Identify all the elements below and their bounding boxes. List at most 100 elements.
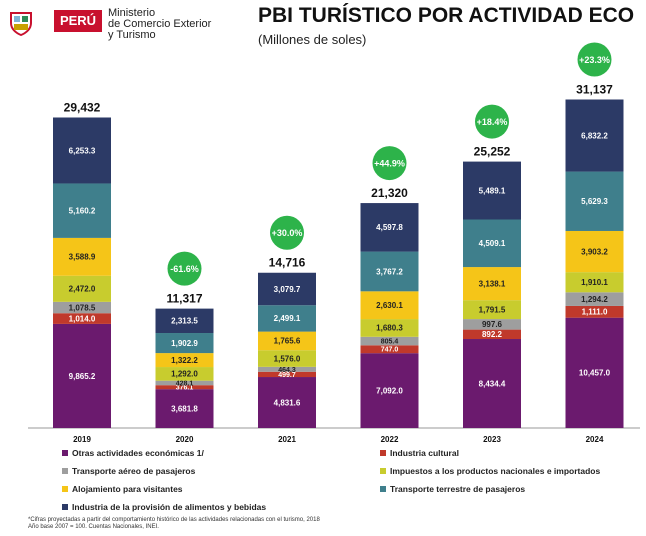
data-label-2023-2: 997.6: [482, 320, 503, 329]
growth-label-2024: +23.3%: [579, 55, 610, 65]
data-label-2024-1: 1,111.0: [582, 308, 608, 317]
data-label-2022-0: 7,092.0: [376, 386, 403, 395]
data-label-2022-6: 4,597.8: [376, 223, 403, 232]
growth-label-2021: +30.0%: [272, 228, 303, 238]
legend-swatch-1: [380, 450, 386, 456]
data-label-2022-3: 1,680.3: [376, 324, 403, 333]
bar-segment-2024-1: [565, 305, 624, 318]
legend-label-6: Industria de la provisión de alimentos y…: [72, 502, 267, 512]
legend-label-4: Alojamiento para visitantes: [72, 484, 183, 494]
data-label-2022-2: 805.4: [381, 339, 399, 346]
data-label-2019-0: 9,865.2: [69, 372, 96, 381]
chart-subtitle: (Millones de soles): [258, 32, 367, 47]
x-tick-label-2023: 2023: [483, 435, 501, 444]
x-tick-label-2021: 2021: [278, 435, 296, 444]
stacked-bar-chart: 9,865.2 1,014.0 1,078.5 2,472.0 3,588.9 5,160…: [28, 42, 640, 444]
data-label-2023-4: 3,138.1: [479, 279, 506, 288]
bar-segment-2020-2: [155, 380, 214, 386]
legend-swatch-3: [380, 468, 386, 474]
data-label-2022-5: 3,767.2: [376, 267, 403, 276]
data-label-2021-2: 464.3: [278, 367, 296, 374]
bar-segment-2023-0: [463, 339, 521, 428]
growth-label-2023: +18.4%: [477, 117, 508, 127]
data-label-2020-0: 3,681.8: [171, 404, 198, 413]
bar-segment-2022-4: [360, 291, 419, 320]
footnote: *Cifras proyectadas a partir del comport…: [28, 517, 428, 531]
bar-segment-2023-1: [463, 329, 521, 340]
data-label-2019-5: 5,160.2: [69, 206, 96, 215]
footnote-line-1: *Cifras proyectadas a partir del comport…: [28, 517, 320, 523]
data-label-2024-6: 6,832.2: [581, 131, 608, 140]
bar-segment-2022-1: [360, 345, 419, 354]
legend-item-1: Industria cultural: [380, 448, 459, 458]
data-label-2024-4: 3,903.2: [581, 247, 608, 256]
growth-badge-2024: [577, 42, 612, 77]
total-label-2021: 14,716: [269, 256, 306, 270]
data-label-2020-4: 1,322.2: [171, 356, 198, 365]
legend-swatch-4: [62, 486, 68, 492]
ministry-line-3: y Turismo: [108, 29, 156, 41]
total-label-2024: 31,137: [576, 83, 613, 97]
ministry-line-2: de Comercio Exterior: [108, 18, 212, 30]
data-label-2022-1: 747.0: [381, 347, 399, 354]
bar-segment-2019-4: [53, 237, 111, 276]
legend-swatch-6: [62, 504, 68, 510]
x-tick-label-2020: 2020: [176, 435, 194, 444]
total-label-2019: 29,432: [64, 100, 101, 114]
bar-segment-2019-5: [53, 183, 111, 238]
bar-segment-2020-5: [155, 333, 214, 354]
bar-segment-2024-3: [565, 272, 624, 293]
data-label-2019-1: 1,014.0: [69, 314, 96, 323]
bar-segment-2021-3: [258, 350, 316, 367]
data-label-2023-0: 8,434.4: [479, 379, 506, 388]
chart-title: PBI TURÍSTICO POR ACTIVIDAD ECO: [258, 4, 635, 27]
data-label-2024-5: 5,629.3: [581, 197, 608, 206]
data-label-2023-5: 4,509.1: [479, 239, 506, 248]
legend-item-5: Transporte terrestre de pasajeros: [380, 484, 525, 494]
bar-segment-2021-5: [258, 305, 316, 332]
bar-segment-2019-3: [53, 275, 111, 302]
total-label-2022: 21,320: [371, 186, 408, 200]
ministry-name: Ministerio de Comercio Exterior y Turism…: [108, 8, 248, 41]
bar-segment-2022-2: [360, 336, 419, 346]
data-label-2021-3: 1,576.0: [274, 354, 301, 363]
bar-segment-2023-2: [463, 319, 521, 330]
data-label-2019-4: 3,588.9: [69, 253, 96, 262]
bar-segment-2024-0: [565, 317, 624, 428]
data-label-2019-6: 6,253.3: [69, 146, 96, 155]
bar-segment-2022-3: [360, 319, 419, 337]
x-tick-label-2022: 2022: [381, 435, 399, 444]
bar-segment-2021-1: [258, 371, 316, 378]
data-label-2021-5: 2,499.1: [274, 314, 301, 323]
data-label-2024-3: 1,910.1: [581, 278, 608, 287]
bar-segment-2023-4: [463, 267, 521, 301]
ministry-logo: PERÚ Ministerio de Comercio Exterior y T…: [8, 6, 248, 46]
bar-segment-2024-6: [565, 99, 624, 172]
bar-segment-2023-3: [463, 300, 521, 320]
bar-segment-2019-6: [53, 117, 111, 184]
bar-segment-2023-6: [463, 161, 521, 220]
legend-label-5: Transporte terrestre de pasajeros: [390, 484, 526, 494]
header: PERÚ Ministerio de Comercio Exterior y T…: [0, 0, 646, 50]
legend-label-3: Impuestos a los productos nacionales e i…: [390, 466, 601, 476]
legend-swatch-0: [62, 450, 68, 456]
legend-label-2: Transporte aéreo de pasajeros: [72, 466, 196, 476]
bar-segment-2022-0: [360, 353, 419, 428]
growth-badge-2021: [270, 215, 304, 250]
legend-item-3: Impuestos a los productos nacionales e i…: [380, 466, 600, 476]
bar-segment-2024-2: [565, 292, 624, 306]
x-tick-label-2019: 2019: [73, 435, 91, 444]
growth-badge-2020: [167, 251, 202, 286]
bar-segment-2022-5: [360, 251, 419, 292]
data-label-2024-2: 1,294.2: [581, 295, 608, 304]
bar-segment-2020-3: [155, 367, 214, 381]
data-label-2022-4: 2,630.1: [376, 301, 403, 310]
data-label-2023-6: 5,489.1: [479, 186, 506, 195]
bar-segment-2019-1: [53, 313, 111, 324]
data-label-2020-6: 2,313.5: [171, 317, 198, 326]
bar-segment-2024-4: [565, 230, 624, 273]
bar-segment-2020-0: [155, 389, 214, 428]
bar-segment-2021-0: [258, 377, 316, 428]
legend-swatch-2: [62, 468, 68, 474]
bar-segment-2024-5: [565, 171, 624, 231]
